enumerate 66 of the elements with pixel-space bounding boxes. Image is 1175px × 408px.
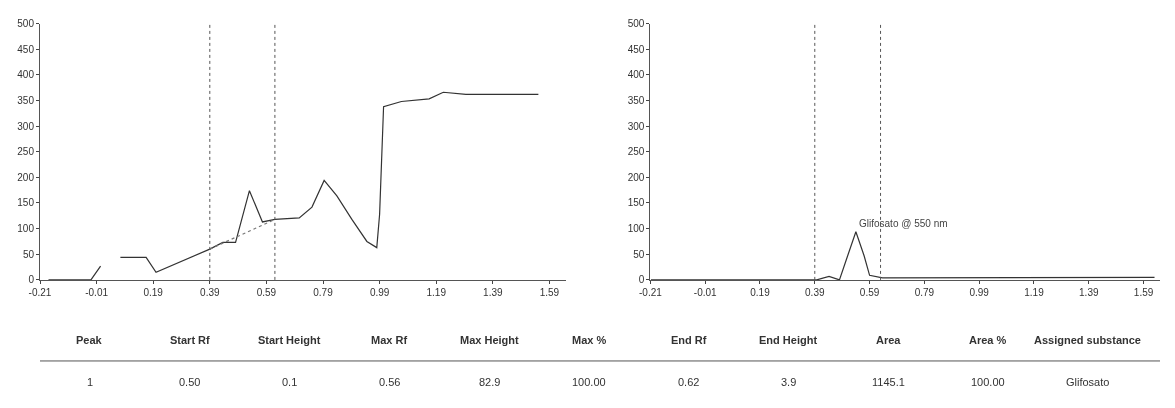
- y-tick-label: 500: [17, 18, 35, 30]
- x-tick-label: 1.39: [1079, 286, 1099, 298]
- text: 100.00: [971, 376, 1005, 388]
- line-series: [650, 231, 1156, 280]
- y-tick-label: 0: [28, 274, 35, 286]
- text: 0.50: [179, 376, 201, 388]
- x-tick-label: -0.01: [85, 286, 109, 298]
- y-tick-label: 50: [22, 248, 35, 260]
- x-tick-label: 0.59: [256, 286, 277, 298]
- x-tick-label: -0.21: [639, 286, 663, 298]
- text: Peak: [76, 334, 103, 346]
- x-tick-label: 1.19: [426, 286, 447, 298]
- text: 0.1: [282, 376, 298, 388]
- x-tick-label: 0.19: [143, 286, 164, 298]
- y-tick-label: 0: [638, 274, 645, 286]
- y-tick-label: 300: [17, 120, 35, 132]
- y-tick-label: 300: [627, 120, 645, 132]
- text: 0.62: [678, 376, 700, 388]
- x-tick-label: 0.79: [313, 286, 334, 298]
- x-tick-label: 0.79: [914, 286, 935, 298]
- y-tick-label: 350: [17, 94, 35, 106]
- y-tick-label: 450: [17, 43, 35, 55]
- text: 1: [87, 376, 94, 388]
- text: End Rf: [671, 334, 707, 346]
- x-tick-label: 0.39: [200, 286, 220, 298]
- text: Area %: [969, 334, 1007, 346]
- y-tick-label: 250: [17, 146, 35, 158]
- y-tick-label: 450: [627, 43, 645, 55]
- annotation: Glifosato @ 550 nm: [859, 218, 948, 229]
- text: Glifosato: [1066, 376, 1110, 388]
- text: Max Rf: [371, 334, 408, 346]
- text: 82.9: [479, 376, 501, 388]
- text: End Height: [759, 334, 818, 346]
- text: 0.56: [379, 376, 401, 388]
- text: Assigned substance: [1034, 334, 1141, 346]
- y-tick-label: 500: [627, 18, 645, 30]
- x-tick-label: 0.19: [750, 286, 771, 298]
- y-tick-label: 400: [627, 69, 645, 81]
- text: Max Height: [460, 334, 520, 346]
- x-tick-label: 0.99: [969, 286, 990, 298]
- text: Max %: [572, 334, 607, 346]
- text: Start Rf: [170, 334, 211, 346]
- x-tick-label: -0.01: [693, 286, 718, 298]
- y-tick-label: 100: [627, 223, 645, 235]
- x-tick-label: 1.19: [1024, 286, 1045, 298]
- y-tick-label: 100: [17, 223, 35, 235]
- y-tick-label: 200: [627, 171, 645, 183]
- x-tick-label: 0.39: [805, 286, 825, 298]
- y-tick-label: 250: [627, 146, 645, 158]
- y-tick-label: 400: [17, 69, 35, 81]
- y-tick-label: 50: [633, 248, 645, 260]
- x-tick-label: 1.59: [539, 286, 560, 298]
- y-tick-label: 150: [17, 197, 35, 209]
- x-tick-label: 0.59: [859, 286, 880, 298]
- y-tick-label: 350: [627, 94, 645, 106]
- text: Start Height: [258, 334, 321, 346]
- y-tick-label: 150: [627, 197, 645, 209]
- x-tick-label: 1.59: [1133, 286, 1154, 298]
- text: Area: [876, 334, 902, 346]
- y-tick-label: 200: [17, 171, 35, 183]
- x-tick-label: 0.99: [369, 286, 390, 298]
- x-tick-label: 1.39: [483, 286, 503, 298]
- text: 1145.1: [872, 376, 905, 388]
- text: 3.9: [781, 376, 797, 388]
- x-tick-label: -0.21: [28, 286, 52, 298]
- text: 100.00: [572, 376, 606, 388]
